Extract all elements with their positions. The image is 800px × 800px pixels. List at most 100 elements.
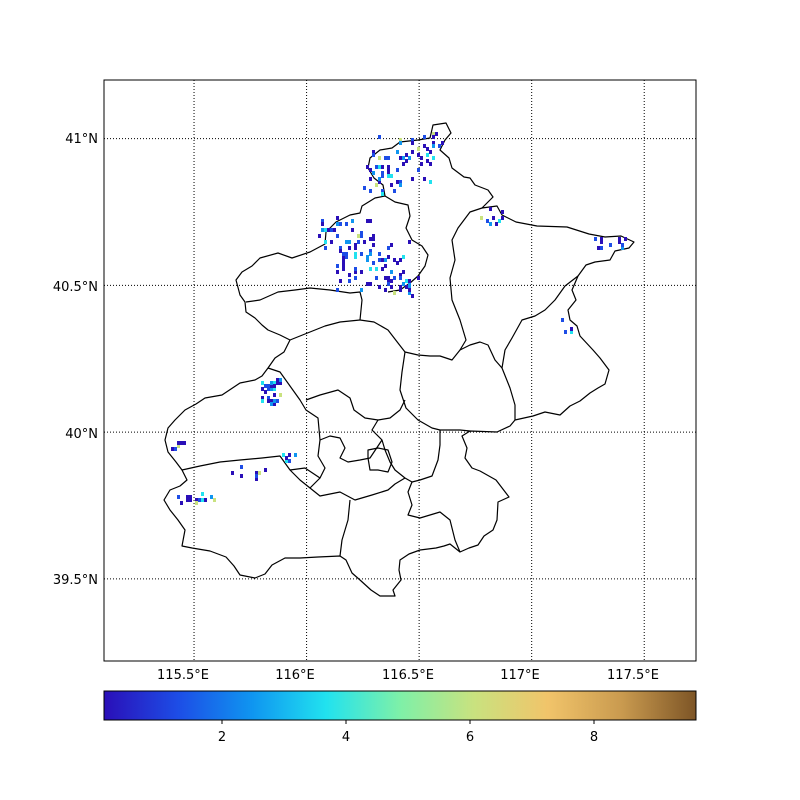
precip-pixel <box>180 501 183 505</box>
precip-pixel <box>405 285 408 289</box>
precip-pixel <box>429 162 432 166</box>
precip-pixel <box>369 282 372 286</box>
gridlines <box>104 80 696 661</box>
precip-pixel <box>189 495 192 499</box>
precip-pixel <box>342 258 345 262</box>
precip-pixel <box>366 165 369 169</box>
precip-pixel <box>339 279 342 283</box>
precip-pixel <box>288 459 291 463</box>
precip-pixel <box>324 228 327 232</box>
precip-pixel <box>195 501 198 505</box>
precip-pixel <box>366 219 369 223</box>
precip-pixel <box>321 228 324 232</box>
precip-pixel <box>399 285 402 289</box>
precip-pixel <box>333 228 336 232</box>
precip-pixel <box>285 456 288 460</box>
precip-pixel <box>423 144 426 148</box>
precip-pixel <box>396 168 399 172</box>
precip-pixel <box>405 153 408 157</box>
precip-pixel <box>423 177 426 181</box>
precip-pixel <box>381 165 384 169</box>
precip-pixel <box>369 237 372 241</box>
colorbar-tick-label: 8 <box>590 730 598 745</box>
precip-pixel <box>501 216 504 220</box>
precip-pixel <box>177 441 180 445</box>
precip-pixel <box>357 240 360 244</box>
precip-pixel <box>255 477 258 481</box>
precip-pixel <box>570 327 573 331</box>
precip-pixel <box>408 279 411 283</box>
precip-pixel <box>342 255 345 259</box>
precip-pixel <box>354 270 357 274</box>
precip-pixel <box>600 240 603 244</box>
precip-pixel <box>378 285 381 289</box>
precip-pixel <box>336 234 339 238</box>
lon-tick-label: 116°E <box>275 668 315 683</box>
colorbar-ticks: 2 4 6 8 <box>218 720 598 745</box>
lon-tick-label: 117.5°E <box>607 668 659 683</box>
precip-pixel <box>288 453 291 457</box>
precip-pixel <box>276 381 279 385</box>
precip-pixel <box>294 453 297 457</box>
precip-pixel <box>282 453 285 457</box>
precip-pixel <box>390 183 393 187</box>
precip-pixel <box>261 381 264 385</box>
boundary-central-a <box>319 435 383 463</box>
boundary-fangshan-mentougou <box>181 455 311 489</box>
precip-pixel <box>240 465 243 469</box>
precip-pixel <box>378 177 381 181</box>
precip-pixel <box>369 177 372 181</box>
precip-pixel <box>387 246 390 250</box>
precip-pixel <box>435 132 438 136</box>
precip-pixel <box>399 288 402 292</box>
map-axes <box>103 79 697 662</box>
precip-pixel <box>381 174 384 178</box>
precip-pixel <box>369 252 372 256</box>
precip-pixel <box>381 192 384 196</box>
precip-pixel <box>345 222 348 226</box>
precip-pixel <box>204 498 207 502</box>
boundary-fengtai <box>289 467 406 501</box>
latitude-axis: 41°N 40.5°N 40°N 39.5°N <box>53 132 98 588</box>
precip-pixel <box>354 276 357 280</box>
precip-pixel <box>600 246 603 250</box>
precip-pixel <box>267 399 270 403</box>
precip-pixel <box>264 468 267 472</box>
precip-pixel <box>393 258 396 262</box>
precip-pixel <box>381 171 384 175</box>
precip-pixel <box>267 396 270 400</box>
precip-pixel <box>336 270 339 274</box>
boundary-tongzhou <box>407 481 461 553</box>
lat-tick-label: 40°N <box>65 427 98 442</box>
precip-pixel <box>408 156 411 160</box>
precip-pixel <box>270 402 273 406</box>
precip-pixel <box>408 288 411 292</box>
boundary-haidian <box>305 389 406 421</box>
precip-pixel <box>381 258 384 262</box>
precip-pixel <box>426 153 429 157</box>
precip-pixel <box>438 144 441 148</box>
precip-pixel <box>372 243 375 247</box>
precip-pixel <box>387 171 390 175</box>
precip-pixel <box>210 495 213 499</box>
precip-pixel <box>330 240 333 244</box>
precip-pixel <box>390 285 393 289</box>
precip-pixel <box>384 276 387 280</box>
precip-pixel <box>189 498 192 502</box>
precip-pixel <box>354 243 357 247</box>
boundary-miyun-pinggu <box>501 275 579 420</box>
precip-pixel <box>405 279 408 283</box>
boundary-shunyi-west <box>399 351 471 432</box>
precip-pixel <box>261 387 264 391</box>
precip-pixel <box>285 459 288 463</box>
precip-pixel <box>273 399 276 403</box>
precip-pixel <box>201 492 204 496</box>
precip-pixel <box>201 498 204 502</box>
precip-pixel <box>390 270 393 274</box>
colorbar-gradient <box>103 690 697 721</box>
precip-pixel <box>360 288 363 292</box>
precip-pixel <box>267 387 270 391</box>
longitude-axis: 115.5°E 116°E 116.5°E 117°E 117.5°E <box>157 668 659 683</box>
precip-pixel <box>174 447 177 451</box>
precip-pixel <box>273 402 276 406</box>
